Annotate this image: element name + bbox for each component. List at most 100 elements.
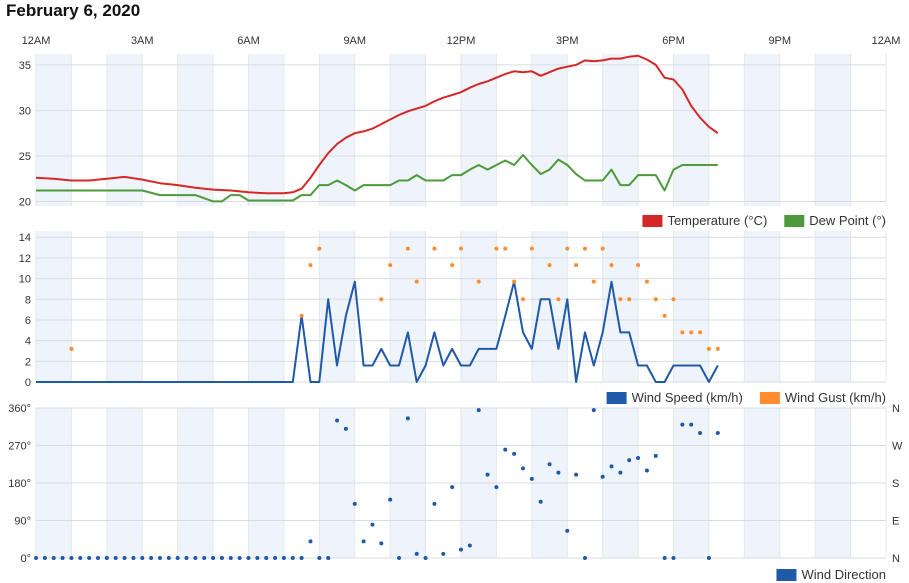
wind-direction-point	[627, 458, 632, 463]
x-tick-label: 12AM	[22, 35, 51, 47]
wind-direction-point	[618, 470, 623, 475]
y2-tick-label: W	[892, 441, 903, 453]
wind-gust-km-h-point	[662, 313, 667, 318]
hour-band	[815, 54, 851, 206]
x-tick-label: 3PM	[556, 35, 579, 47]
y-tick-label: 360°	[8, 403, 31, 415]
wind-direction-point	[299, 556, 304, 560]
hour-band	[461, 54, 497, 206]
legend-label-wind-speed-km-h: Wind Speed (km/h)	[632, 390, 743, 405]
wind-direction-point	[122, 556, 127, 560]
wind-direction-point	[113, 556, 118, 560]
wind-direction-point	[423, 556, 428, 560]
y-tick-label: 180°	[8, 478, 31, 490]
wind-gust-km-h-point	[476, 279, 481, 284]
y2-tick-label: N	[892, 403, 900, 415]
wind-gust-km-h-point	[317, 246, 322, 251]
y-tick-label: 25	[19, 151, 31, 163]
wind-speed-km-h-line	[36, 280, 719, 383]
wind-gust-km-h-point	[582, 246, 587, 251]
wind-direction-point	[512, 451, 517, 456]
wind-direction-point	[397, 556, 402, 560]
wind-gust-km-h-point	[706, 346, 711, 351]
legend-label-dew-point: Dew Point (°)	[809, 213, 886, 228]
hour-band	[744, 231, 780, 382]
wind-direction-point	[450, 485, 455, 490]
wind-gust-km-h-point	[671, 297, 676, 302]
wind-direction-point	[565, 528, 570, 533]
y2-tick-label: E	[892, 516, 899, 528]
wind-direction-point	[706, 556, 711, 560]
wind-direction-point	[459, 547, 463, 552]
hour-band	[673, 54, 709, 206]
wind-direction-point	[538, 499, 543, 504]
y-tick-label: 14	[19, 232, 31, 244]
wind-direction-point	[42, 556, 47, 560]
wind-direction-point	[51, 556, 56, 560]
wind-gust-km-h-point	[432, 246, 437, 251]
wind-direction-point	[95, 556, 100, 560]
x-tick-label: 9AM	[343, 35, 366, 47]
wind-direction-point	[308, 539, 313, 544]
wind-gust-km-h-point	[565, 246, 570, 251]
wind-direction-point	[281, 556, 286, 560]
wind-direction-point	[87, 556, 92, 560]
wind-gust-km-h-point	[450, 263, 455, 268]
wind-gust-km-h-point	[459, 246, 463, 251]
wind-direction-point	[680, 422, 685, 427]
y-tick-label: 8	[25, 294, 31, 306]
wind-gust-km-h-point	[388, 263, 393, 268]
wind-direction-point	[609, 464, 614, 469]
wind-direction-point	[78, 556, 83, 560]
wind-gust-km-h-point	[379, 297, 384, 302]
wind-gust-km-h-point	[609, 263, 614, 268]
legend-swatch-wind-gust-km-h	[759, 392, 780, 404]
wind-direction-point	[600, 474, 605, 479]
wind-direction-point	[140, 556, 145, 560]
y-tick-label: 90°	[14, 516, 31, 528]
wind-direction-point	[476, 408, 481, 413]
wind-direction-point	[715, 431, 720, 435]
wind-gust-km-h-point	[574, 263, 579, 268]
wind-gust-km-h-point	[520, 297, 525, 302]
wind-direction-point	[698, 431, 703, 435]
legend-swatch-wind-direction	[776, 569, 797, 581]
wind-direction-point	[671, 556, 676, 560]
wind-direction-point	[494, 485, 499, 490]
wind-direction-point	[556, 470, 561, 475]
wind-gust-km-h-point	[644, 279, 649, 284]
wind-direction-point	[69, 556, 74, 560]
wind-direction-point	[361, 539, 366, 544]
wind-direction-point	[467, 543, 472, 548]
wind-direction-point	[326, 556, 331, 560]
wind-direction-point	[636, 456, 641, 460]
hour-band	[177, 54, 214, 206]
wind-direction-point	[193, 556, 198, 560]
wind-gust-km-h-point	[591, 279, 596, 284]
y2-tick-label: S	[892, 478, 899, 490]
wind-direction-point	[184, 556, 189, 560]
wind-direction-point	[582, 556, 587, 560]
hour-band	[461, 231, 497, 382]
wind-direction-point	[273, 556, 278, 560]
x-tick-label: 6AM	[237, 35, 260, 47]
wind-direction-point	[414, 551, 419, 556]
wind-direction-point	[335, 418, 340, 423]
hour-band	[319, 54, 355, 206]
wind-gust-km-h-point	[627, 297, 632, 302]
legend-label-wind-direction: Wind Direction	[801, 567, 886, 582]
wind-gust-km-h-point	[698, 330, 703, 335]
wind-direction-point	[529, 476, 534, 481]
y-tick-label: 30	[19, 105, 31, 117]
wind-gust-km-h-point	[556, 297, 561, 302]
wind-direction-point	[432, 501, 437, 506]
y-tick-label: 12	[19, 253, 31, 265]
y-tick-label: 35	[19, 60, 31, 72]
hour-band	[531, 54, 568, 206]
wind-direction-point	[149, 556, 154, 560]
legend-label-temperature-c: Temperature (°C)	[667, 213, 767, 228]
wind-direction-point	[441, 551, 446, 556]
wind-direction-point	[547, 462, 552, 467]
wind-direction-point	[157, 556, 162, 560]
